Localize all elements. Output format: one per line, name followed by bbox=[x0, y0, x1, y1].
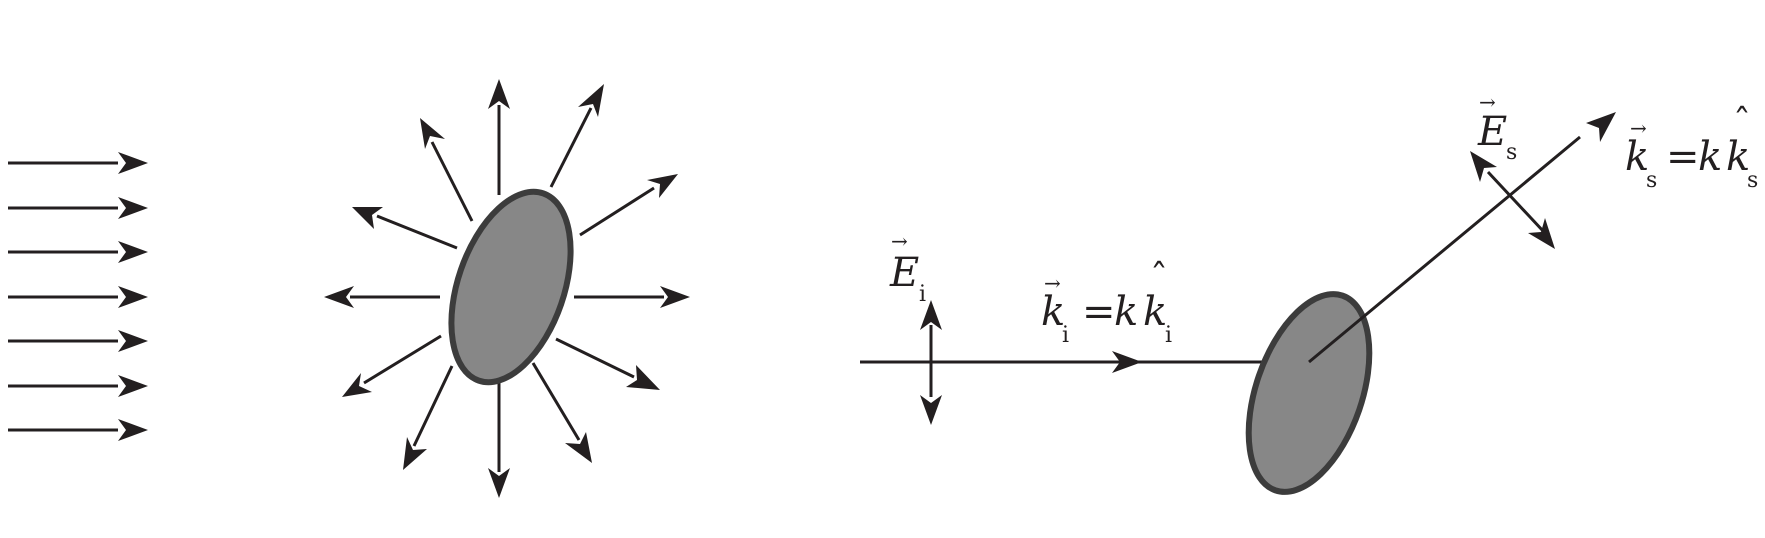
scatter-arrow bbox=[574, 286, 690, 308]
scattered-field-symbol: E bbox=[1477, 109, 1507, 155]
incident-wavevector-coef: k bbox=[1114, 289, 1138, 335]
scattered-beam-arrowhead bbox=[1586, 112, 1616, 142]
scatter-arrow bbox=[352, 207, 458, 250]
label-scattered-wavevector: → k s = k ˆ k s bbox=[1625, 103, 1758, 193]
incident-wavevector-lhs-sub: i bbox=[1062, 323, 1069, 348]
scatter-arrow bbox=[324, 286, 440, 308]
incident-wavevector-rhs-sub: i bbox=[1165, 323, 1172, 348]
scattered-wavevector-lhs-sub: s bbox=[1646, 168, 1657, 193]
label-incident-field: → E i bbox=[889, 229, 926, 307]
scattering-particle bbox=[448, 188, 574, 386]
vector-arrow-icon: → bbox=[1630, 116, 1647, 140]
incident-ray bbox=[8, 197, 148, 219]
incident-ray bbox=[8, 419, 148, 441]
scatter-arrow bbox=[579, 174, 678, 237]
incident-polarization-arrow bbox=[920, 300, 942, 425]
scattered-wavevector-rhs-sub: s bbox=[1747, 168, 1758, 193]
scattering-particle-large bbox=[1245, 291, 1373, 495]
incident-wavevector-equals: = bbox=[1082, 289, 1116, 335]
scatter-arrow bbox=[488, 382, 510, 498]
scatter-arrow bbox=[531, 362, 592, 463]
scattered-wavevector-equals: = bbox=[1666, 134, 1700, 180]
unit-hat-icon: ˆ bbox=[1150, 258, 1168, 299]
scattered-beam-line bbox=[1308, 135, 1581, 364]
incident-ray bbox=[8, 241, 148, 263]
radial-scattering-arrows bbox=[324, 79, 690, 498]
single-scattering-geometry bbox=[860, 300, 1309, 425]
incident-field-symbol: E bbox=[889, 250, 919, 296]
incident-wavevector-lhs: k bbox=[1041, 289, 1065, 335]
label-scattered-field: → E s bbox=[1477, 90, 1517, 165]
scattered-wavevector-coef: k bbox=[1698, 134, 1722, 180]
scatter-arrow bbox=[488, 79, 510, 195]
incident-ray bbox=[8, 152, 148, 174]
incident-ray bbox=[8, 330, 148, 352]
scattered-beam bbox=[1308, 112, 1616, 364]
label-incident-wavevector: → k i = k ˆ k i bbox=[1041, 258, 1172, 348]
scatter-arrow bbox=[342, 334, 442, 397]
scattered-wavevector-lhs: k bbox=[1625, 134, 1649, 180]
incident-beam-arrowhead bbox=[1112, 351, 1142, 373]
scattered-polarization-arrow bbox=[1470, 151, 1555, 249]
scatter-arrow bbox=[403, 365, 454, 470]
vector-arrow-icon: → bbox=[891, 229, 908, 253]
incident-ray bbox=[8, 375, 148, 397]
vector-arrow-icon: → bbox=[1044, 271, 1061, 295]
incident-field-subscript: i bbox=[919, 282, 926, 307]
incident-plane-wave bbox=[8, 152, 148, 441]
vector-arrow-icon: → bbox=[1479, 90, 1496, 114]
scatter-arrow bbox=[420, 118, 474, 222]
incident-wavevector-rhs: k bbox=[1143, 289, 1167, 335]
scattered-wavevector-rhs: k bbox=[1726, 134, 1750, 180]
scattered-field-subscript: s bbox=[1506, 140, 1517, 165]
unit-hat-icon: ˆ bbox=[1733, 103, 1751, 144]
scatter-arrow bbox=[549, 84, 604, 188]
incident-ray bbox=[8, 286, 148, 308]
scatter-arrow bbox=[555, 337, 660, 390]
